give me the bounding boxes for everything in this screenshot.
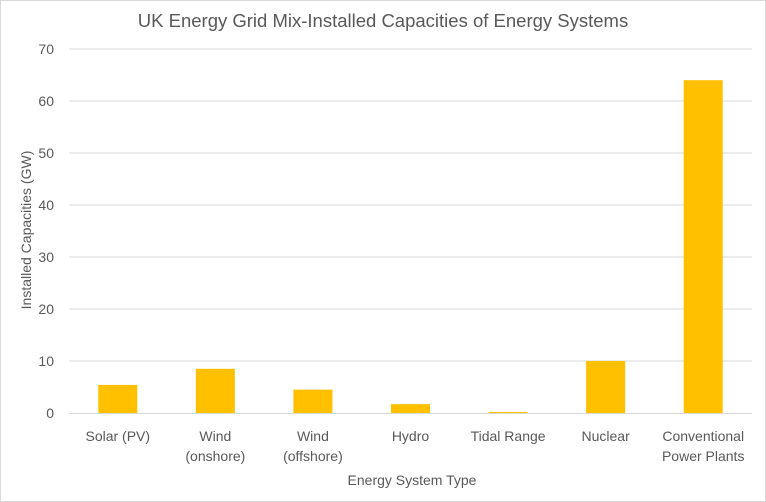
bar (683, 80, 723, 413)
x-category-label: Tidal Range (471, 428, 546, 444)
y-tick-label: 30 (38, 249, 54, 265)
x-category-label: (offshore) (283, 448, 343, 464)
y-tick-label: 50 (38, 145, 54, 161)
x-category-label: Wind (199, 428, 231, 444)
y-tick-label: 0 (46, 405, 54, 421)
y-tick-label: 60 (38, 93, 54, 109)
x-category-label: Conventional (662, 428, 744, 444)
y-tick-label: 40 (38, 197, 54, 213)
bar (195, 368, 235, 413)
x-category-label: Wind (297, 428, 329, 444)
bar (488, 411, 528, 413)
y-axis-ticks: 0 10 20 30 40 50 60 70 (38, 41, 54, 421)
bar (586, 361, 626, 413)
y-tick-label: 70 (38, 41, 54, 57)
x-category-label: Hydro (392, 428, 430, 444)
y-tick-label: 10 (38, 353, 54, 369)
x-category-label: (onshore) (185, 448, 245, 464)
x-axis-categories: Solar (PV) Wind (onshore) Wind (offshore) Hyd… (85, 428, 744, 464)
bar (293, 389, 333, 413)
x-axis-label: Energy System Type (348, 472, 477, 488)
gridlines (69, 48, 752, 362)
x-category-label: Solar (PV) (85, 428, 150, 444)
chart-title: UK Energy Grid Mix-Installed Capacities … (138, 10, 628, 31)
bar (98, 384, 138, 413)
y-tick-label: 20 (38, 301, 54, 317)
bars (98, 80, 723, 413)
y-axis-label: Installed Capacities (GW) (18, 151, 34, 310)
x-category-label: Nuclear (582, 428, 631, 444)
x-category-label: Power Plants (662, 448, 744, 464)
bar (391, 404, 430, 413)
